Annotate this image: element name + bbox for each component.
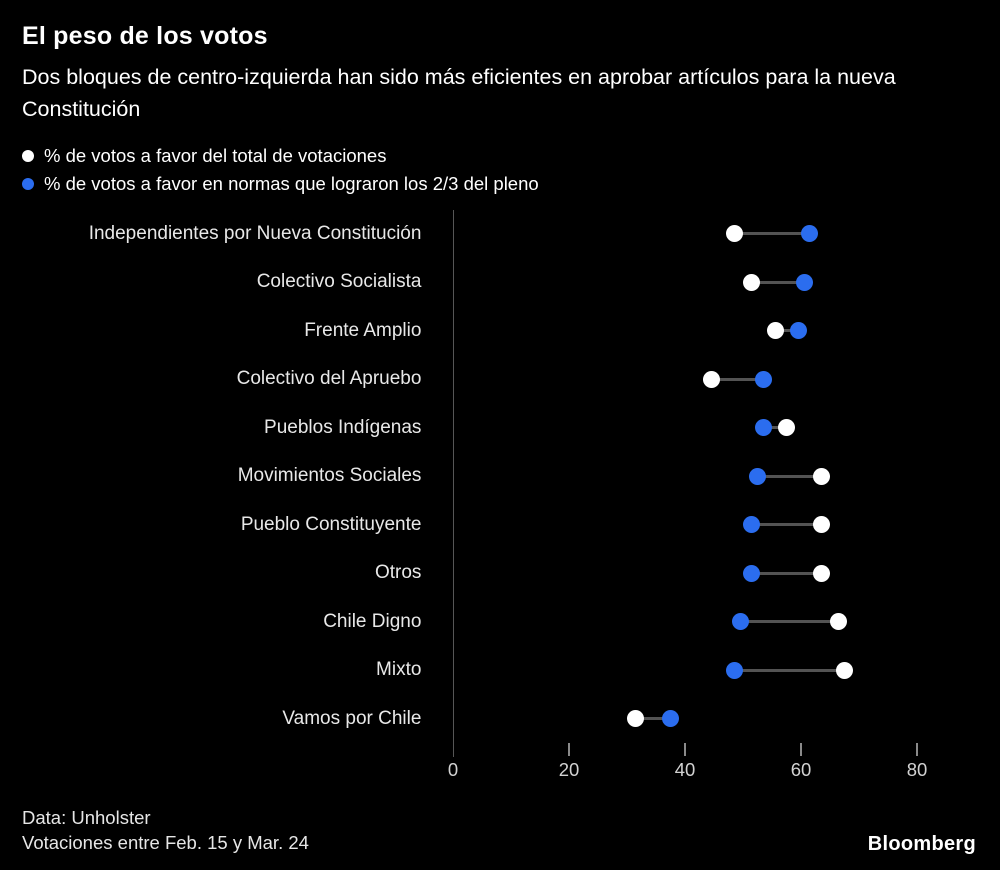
dot-supermajority-votes: [743, 516, 761, 534]
row-plot: [444, 646, 978, 695]
axis-tick-label: 80: [906, 759, 928, 780]
blue-dot-icon: [22, 177, 34, 190]
category-label: Otros: [374, 562, 422, 584]
legend-item: % de votos a favor en normas que lograro…: [22, 170, 978, 198]
dot-total-votes: [812, 516, 830, 534]
dot-supermajority-votes: [743, 564, 761, 582]
row-plot: [444, 210, 978, 259]
category-label: Mixto: [376, 659, 422, 681]
chart-legend: % de votos a favor del total de votacion…: [22, 142, 978, 198]
chart-row: Vamos por Chile: [22, 695, 978, 744]
chart-row: Pueblos Indígenas: [22, 404, 978, 453]
chart-row: Movimientos Sociales: [22, 452, 978, 501]
dot-total-votes: [812, 564, 830, 582]
chart-row: Colectivo del Apruebo: [22, 355, 978, 404]
connector-line: [763, 426, 787, 430]
dot-total-votes: [830, 613, 848, 631]
legend-label: % de votos a favor del total de votacion…: [44, 144, 387, 166]
connector-line: [751, 523, 822, 527]
dot-supermajority-votes: [754, 370, 772, 388]
x-axis: 0 20 40 60 80: [448, 743, 998, 785]
row-plot: [444, 501, 978, 550]
chart-row: Frente Amplio: [22, 307, 978, 356]
row-plot: [444, 404, 978, 453]
connector-line: [740, 620, 839, 624]
dot-total-votes: [743, 273, 761, 291]
connector-line: [711, 377, 764, 381]
connector-line: [757, 474, 822, 478]
dot-supermajority-votes: [801, 225, 819, 243]
data-source: Data: Unholster: [22, 807, 151, 829]
dot-total-votes: [812, 467, 830, 485]
dot-supermajority-votes: [789, 322, 807, 340]
y-axis-line: [453, 209, 454, 757]
connector-line: [751, 571, 822, 575]
connector-line: [775, 329, 799, 333]
chart-row: Pueblo Constituyente: [22, 501, 978, 550]
category-label: Pueblos Indígenas: [264, 416, 422, 438]
dot-total-votes: [766, 322, 784, 340]
row-plot: [444, 549, 978, 598]
category-label: Colectivo del Apruebo: [236, 368, 422, 390]
chart-title: El peso de los votos: [22, 22, 268, 50]
category-label: Vamos por Chile: [282, 707, 422, 729]
chart-row: Otros: [22, 549, 978, 598]
category-label: Colectivo Socialista: [256, 271, 422, 293]
legend-item: % de votos a favor del total de votacion…: [22, 142, 978, 170]
dot-supermajority-votes: [662, 710, 680, 728]
category-label: Independientes por Nueva Constitución: [88, 222, 422, 244]
row-plot: [444, 452, 978, 501]
chart-row: Colectivo Socialista: [22, 258, 978, 307]
axis-tick: [568, 743, 570, 756]
chart-footer: Data: Unholster Votaciones entre Feb. 15…: [22, 806, 309, 856]
dot-total-votes: [627, 710, 645, 728]
row-plot: [444, 307, 978, 356]
axis-tick-label: 0: [447, 759, 459, 780]
axis-tick-label: 20: [558, 759, 580, 780]
dot-supermajority-votes: [731, 613, 749, 631]
connector-line: [635, 717, 671, 721]
category-label: Frente Amplio: [304, 319, 422, 341]
connector-line: [734, 668, 845, 672]
axis-tick-label: 60: [790, 759, 812, 780]
axis-tick: [684, 743, 686, 756]
dot-supermajority-votes: [795, 273, 813, 291]
row-plot: [444, 598, 978, 647]
chart-row: Independientes por Nueva Constitución: [22, 210, 978, 259]
connector-line: [751, 280, 805, 284]
row-plot: [444, 695, 978, 744]
axis-tick: [800, 743, 802, 756]
dot-total-votes: [702, 370, 720, 388]
legend-label: % de votos a favor en normas que lograro…: [44, 172, 539, 194]
category-label: Movimientos Sociales: [237, 465, 422, 487]
dot-total-votes: [725, 225, 743, 243]
dot-total-votes: [778, 419, 796, 437]
chart-row: Mixto: [22, 646, 978, 695]
category-label: Chile Digno: [323, 610, 422, 632]
row-plot: [444, 258, 978, 307]
chart-rows: Independientes por Nueva Constitución Col…: [22, 210, 978, 744]
chart-row: Chile Digno: [22, 598, 978, 647]
connector-line: [734, 232, 810, 236]
axis-tick: [916, 743, 918, 756]
bloomberg-logo: Bloomberg: [867, 833, 976, 855]
chart-subtitle: Dos bloques de centro-izquierda han sido…: [22, 65, 896, 122]
white-dot-icon: [22, 149, 34, 162]
dot-supermajority-votes: [749, 467, 767, 485]
data-note: Votaciones entre Feb. 15 y Mar. 24: [22, 832, 309, 854]
dumbbell-chart: Independientes por Nueva Constitución Col…: [22, 209, 978, 786]
row-plot: [444, 355, 978, 404]
dot-supermajority-votes: [754, 419, 772, 437]
dot-supermajority-votes: [725, 661, 743, 679]
dot-total-votes: [836, 661, 854, 679]
axis-tick-label: 40: [674, 759, 696, 780]
category-label: Pueblo Constituyente: [240, 513, 422, 535]
